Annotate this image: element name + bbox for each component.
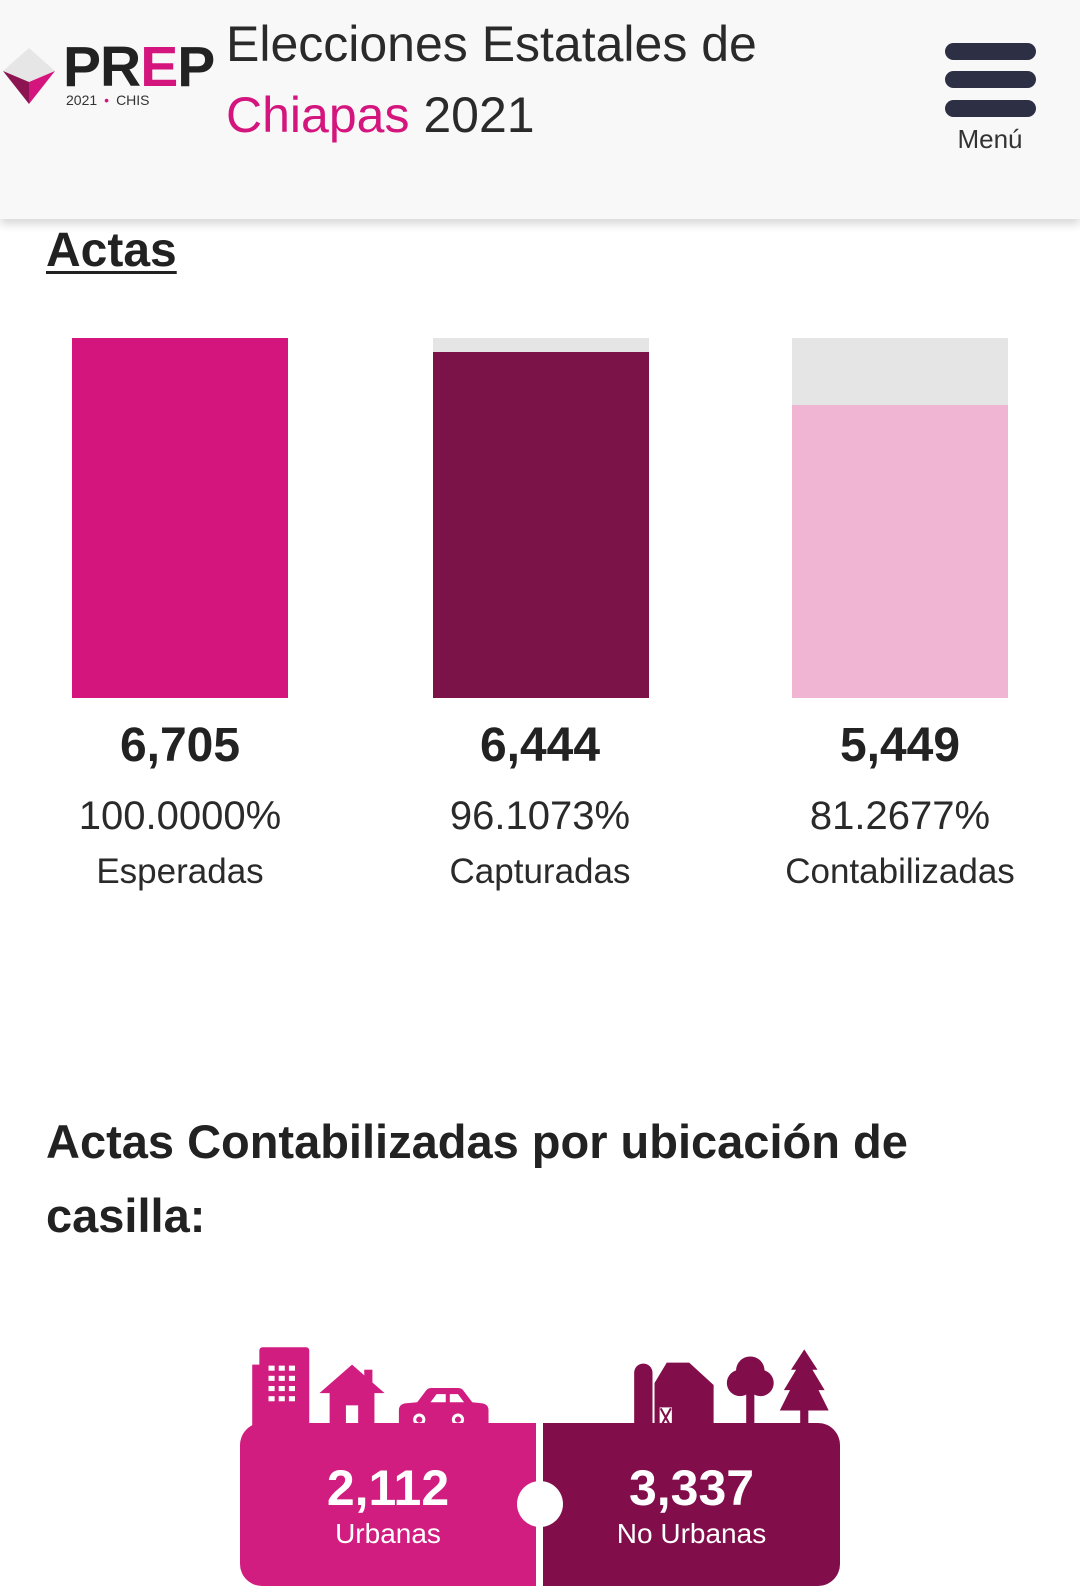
actas-heading: Actas <box>46 224 177 277</box>
wordmark-accent: E <box>140 35 178 99</box>
urbanas-label: Urbanas <box>335 1518 441 1549</box>
value-label-contabilizadas: 5,449 <box>839 719 961 772</box>
wordmark-start: PR <box>63 35 141 99</box>
logo-tagline: 2021 • CHIS <box>66 93 150 107</box>
app-header: PREP 2021 • CHIS Elecciones Estatales de C… <box>0 0 1080 219</box>
bar-contabilizadas <box>792 405 1008 698</box>
no-urbanas-label: No Urbanas <box>616 1518 767 1549</box>
category-label-contabilizadas: Contabilizadas <box>785 852 1015 891</box>
bar-track-esperadas <box>72 338 288 698</box>
urbanas-card: 2,112 Urbanas <box>240 1423 536 1586</box>
title-state: Chiapas <box>226 87 410 143</box>
round-tree-icon <box>726 1356 774 1428</box>
pine-tree-icon <box>779 1349 829 1428</box>
car-icon <box>398 1388 489 1428</box>
value-label-capturadas: 6,444 <box>479 719 601 772</box>
no-urbanas-value: 3,337 <box>628 1460 755 1516</box>
category-label-capturadas: Capturadas <box>449 852 631 891</box>
no-urbanas-card: 3,337 No Urbanas <box>543 1423 840 1586</box>
logo-wordmark: PREP <box>63 39 215 96</box>
tagline-state: CHIS <box>116 92 150 108</box>
value-label-esperadas: 6,705 <box>119 719 241 772</box>
location-icons <box>252 1347 829 1428</box>
silo-icon <box>634 1363 653 1428</box>
office-building-icon <box>252 1347 310 1428</box>
percent-label-capturadas: 96.1073% <box>449 794 631 838</box>
page-title-line2: Chiapas 2021 <box>226 90 535 140</box>
menu-button[interactable]: Menú <box>938 36 1042 156</box>
bar-capturadas <box>433 352 649 698</box>
urbanas-value: 2,112 <box>326 1460 450 1516</box>
category-label-esperadas: Esperadas <box>96 852 264 891</box>
percent-label-contabilizadas: 81.2677% <box>809 794 991 838</box>
ubicacion-heading: Actas Contabilizadas por ubicación de ca… <box>46 1115 908 1242</box>
prep-logo[interactable]: PREP 2021 • CHIS <box>0 36 220 116</box>
wordmark-end: P <box>177 35 215 99</box>
percent-label-esperadas: 100.0000% <box>78 794 282 838</box>
title-year: 2021 <box>423 87 535 143</box>
menu-bar-middle <box>945 71 1036 88</box>
tagline-year: 2021 <box>66 92 98 108</box>
barn-icon <box>654 1362 714 1428</box>
prep-diamond-logo-icon <box>3 48 55 104</box>
bar-esperadas <box>72 338 288 698</box>
bar-track-capturadas <box>433 338 649 698</box>
house-icon <box>319 1364 385 1428</box>
page-title-line1: Elecciones Estatales de <box>226 16 757 72</box>
menu-bar-bottom <box>945 100 1036 117</box>
menu-bar-top <box>945 43 1036 60</box>
menu-label[interactable]: Menú <box>957 124 1023 154</box>
location-divider-dot <box>517 1481 563 1527</box>
bar-track-contabilizadas <box>792 338 1008 698</box>
tagline-separator: • <box>104 92 110 108</box>
